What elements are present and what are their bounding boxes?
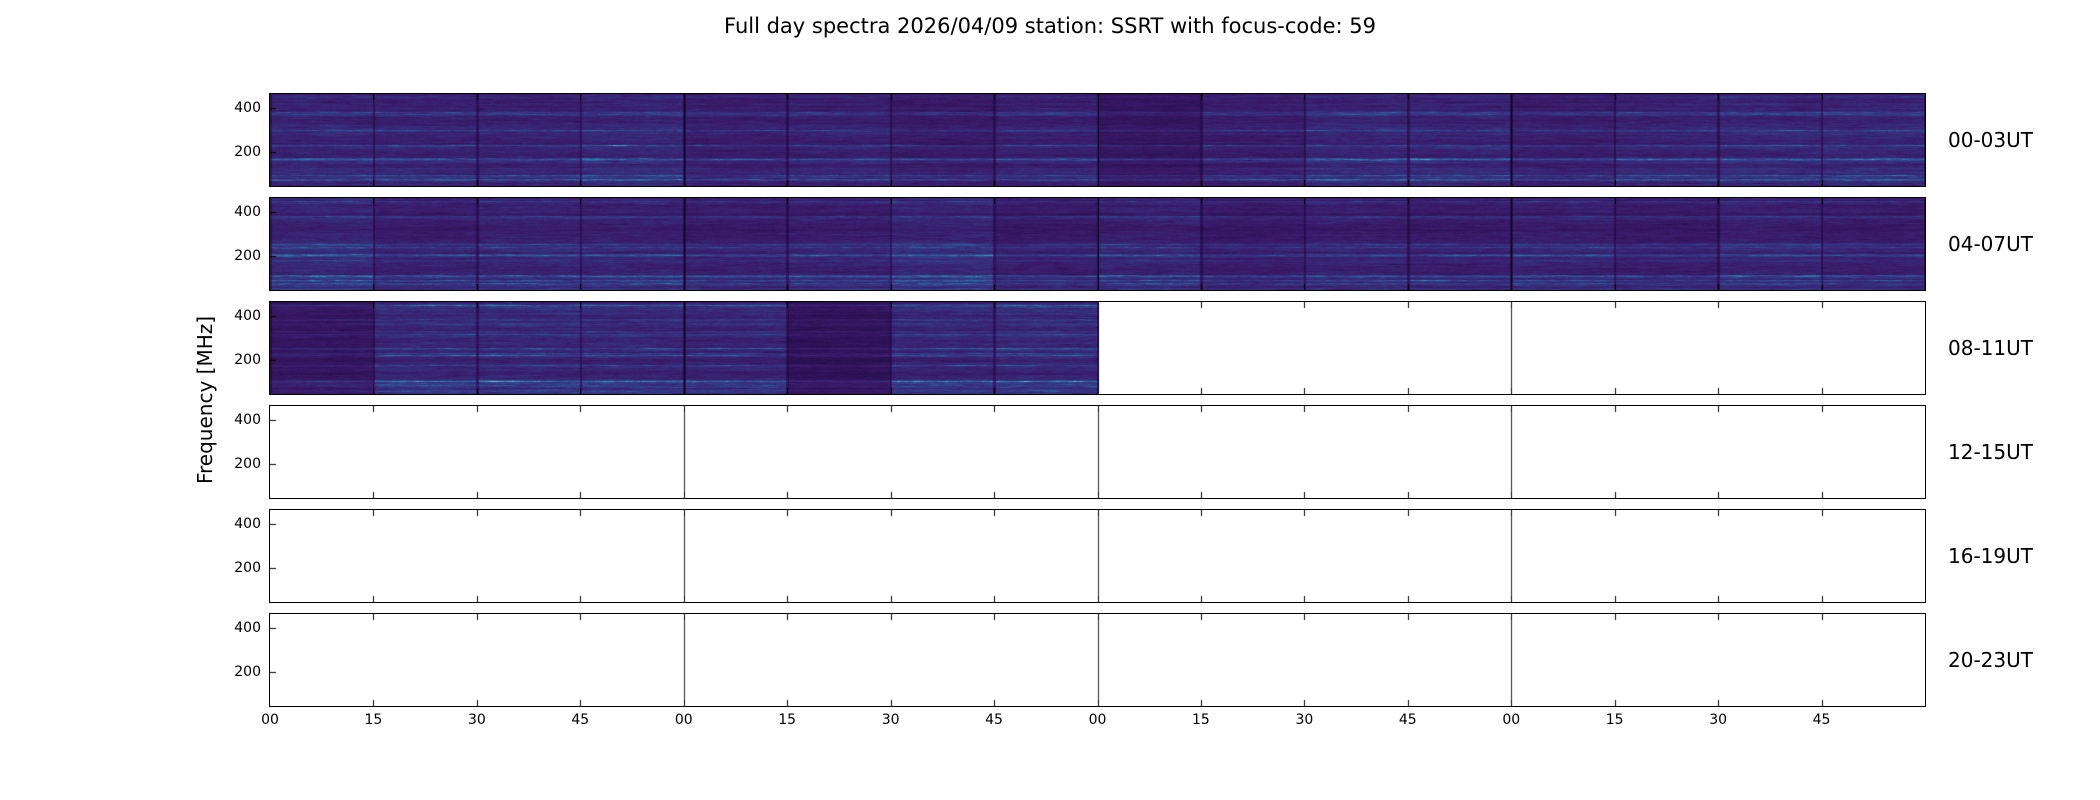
x-tick-label: 45: [571, 712, 590, 728]
x-tick-label: 15: [1605, 712, 1624, 728]
spectrogram-canvas: [270, 302, 1925, 394]
row-time-label: 20-23UT: [1948, 648, 2033, 672]
y-tick-label: 400: [234, 619, 261, 636]
row-time-label: 08-11UT: [1948, 336, 2033, 360]
y-tick-label: 400: [234, 411, 261, 428]
x-tick-label: 00: [1088, 712, 1107, 728]
spectrogram-canvas: [270, 510, 1925, 602]
y-tick-label: 400: [234, 307, 261, 324]
spectrogram-canvas: [270, 614, 1925, 706]
spectra-panel-08-11ut: [269, 301, 1926, 395]
spectra-panel-04-07ut: [269, 197, 1926, 291]
x-tick-label: 30: [1295, 712, 1314, 728]
spectra-panel-20-23ut: [269, 613, 1926, 707]
y-tick-label: 200: [234, 247, 261, 264]
row-time-label: 00-03UT: [1948, 128, 2033, 152]
y-tick-label: 400: [234, 99, 261, 116]
spectra-panel-16-19ut: [269, 509, 1926, 603]
x-tick-label: 15: [364, 712, 383, 728]
x-tick-label: 30: [1709, 712, 1728, 728]
x-tick-label: 45: [1398, 712, 1417, 728]
x-tick-label: 00: [1502, 712, 1521, 728]
y-tick-label: 200: [234, 559, 261, 576]
x-tick-label: 15: [778, 712, 797, 728]
x-tick-label: 45: [985, 712, 1003, 728]
spectra-panel-00-03ut: [269, 93, 1926, 187]
row-time-label: 04-07UT: [1948, 232, 2033, 256]
x-tick-label: 15: [1192, 712, 1210, 728]
y-axis-label: Frequency [MHz]: [193, 315, 217, 485]
row-time-label: 16-19UT: [1948, 544, 2033, 568]
y-tick-label: 200: [234, 455, 261, 472]
y-tick-label: 400: [234, 515, 261, 532]
spectra-panel-12-15ut: [269, 405, 1926, 499]
spectrogram-canvas: [270, 94, 1925, 186]
row-time-label: 12-15UT: [1948, 440, 2033, 464]
figure-title: Full day spectra 2026/04/09 station: SSR…: [724, 14, 1376, 38]
y-tick-label: 400: [234, 203, 261, 220]
y-tick-label: 200: [234, 351, 261, 368]
spectrogram-canvas: [270, 198, 1925, 290]
y-tick-label: 200: [234, 663, 261, 680]
x-tick-label: 00: [261, 712, 279, 728]
y-tick-label: 200: [234, 143, 261, 160]
x-tick-label: 30: [467, 712, 486, 728]
x-tick-label: 45: [1812, 712, 1831, 728]
x-tick-label: 30: [881, 712, 900, 728]
spectrogram-canvas: [270, 406, 1925, 498]
x-tick-label: 00: [674, 712, 693, 728]
